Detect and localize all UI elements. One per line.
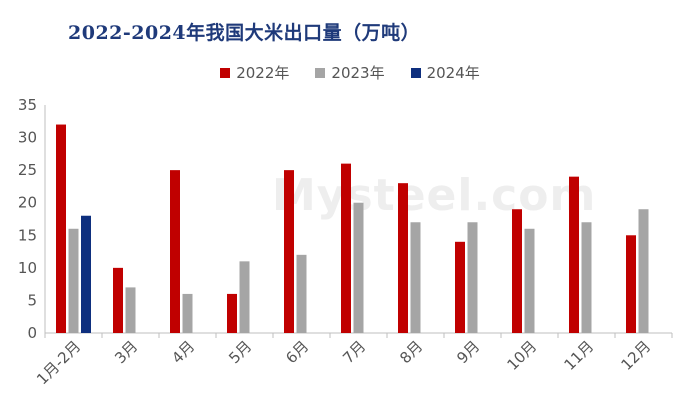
x-tick-label: 4月 bbox=[168, 337, 198, 367]
x-tick-label: 12月 bbox=[617, 337, 654, 374]
bar-2022年-3月 bbox=[113, 267, 123, 333]
bar-2023年-4月 bbox=[182, 293, 193, 333]
y-tick-label: 5 bbox=[27, 291, 37, 309]
watermark: Mysteel.com bbox=[272, 170, 597, 221]
x-tick-label: 11月 bbox=[560, 337, 597, 374]
x-tick-label: 9月 bbox=[453, 337, 483, 367]
x-tick-label: 1月-2月 bbox=[33, 337, 84, 388]
y-tick-label: 0 bbox=[27, 324, 37, 342]
bar-2023年-1月-2月 bbox=[68, 228, 79, 333]
bar-2023年-6月 bbox=[296, 254, 307, 333]
y-tick-label: 30 bbox=[18, 129, 37, 147]
bar-2023年-3月 bbox=[125, 287, 136, 333]
bar-2023年-5月 bbox=[239, 261, 250, 333]
bar-2022年-9月 bbox=[455, 241, 465, 333]
bar-2023年-10月 bbox=[524, 228, 535, 333]
x-tick-label: 3月 bbox=[111, 337, 141, 367]
legend-swatch-2023 bbox=[315, 67, 326, 78]
y-tick-label: 35 bbox=[18, 96, 37, 114]
legend-item-2022: 2022年 bbox=[220, 62, 289, 83]
bar-2022年-4月 bbox=[170, 170, 180, 333]
y-tick-label: 25 bbox=[18, 161, 37, 179]
legend-item-2024: 2024年 bbox=[410, 62, 480, 83]
x-tick-label: 10月 bbox=[503, 337, 540, 374]
legend-swatch-2024 bbox=[410, 67, 421, 78]
bar-2022年-5月 bbox=[227, 293, 237, 333]
bar-2022年-7月 bbox=[341, 163, 351, 333]
bar-2023年-7月 bbox=[353, 202, 364, 333]
bar-2022年-1月-2月 bbox=[56, 124, 66, 334]
bar-2022年-11月 bbox=[569, 176, 579, 333]
legend: 2022年 2023年 2024年 bbox=[0, 62, 700, 83]
bar-2022年-8月 bbox=[398, 183, 408, 333]
bar-2023年-8月 bbox=[410, 222, 421, 333]
legend-label-2023: 2023年 bbox=[331, 64, 385, 82]
bar-2023年-11月 bbox=[581, 222, 592, 333]
legend-label-2022: 2022年 bbox=[236, 64, 290, 82]
x-tick-label: 5月 bbox=[225, 337, 255, 367]
x-tick-label: 7月 bbox=[339, 337, 369, 367]
y-tick-label: 10 bbox=[18, 259, 37, 277]
legend-swatch-2022 bbox=[220, 67, 231, 78]
bar-2022年-10月 bbox=[512, 209, 522, 333]
y-tick-label: 20 bbox=[18, 194, 37, 212]
bar-2024年-1月-2月 bbox=[81, 215, 91, 333]
x-tick-label: 8月 bbox=[396, 337, 426, 367]
bar-2022年-6月 bbox=[284, 170, 294, 333]
legend-item-2023: 2023年 bbox=[315, 62, 385, 83]
bar-2023年-12月 bbox=[638, 209, 649, 333]
bar-2023年-9月 bbox=[467, 222, 478, 333]
chart-title: 2022-2024年我国大米出口量（万吨） bbox=[68, 22, 421, 44]
x-tick-label: 6月 bbox=[282, 337, 312, 367]
bar-2022年-12月 bbox=[626, 235, 636, 333]
y-tick-label: 15 bbox=[18, 226, 37, 244]
legend-label-2024: 2024年 bbox=[426, 64, 480, 82]
